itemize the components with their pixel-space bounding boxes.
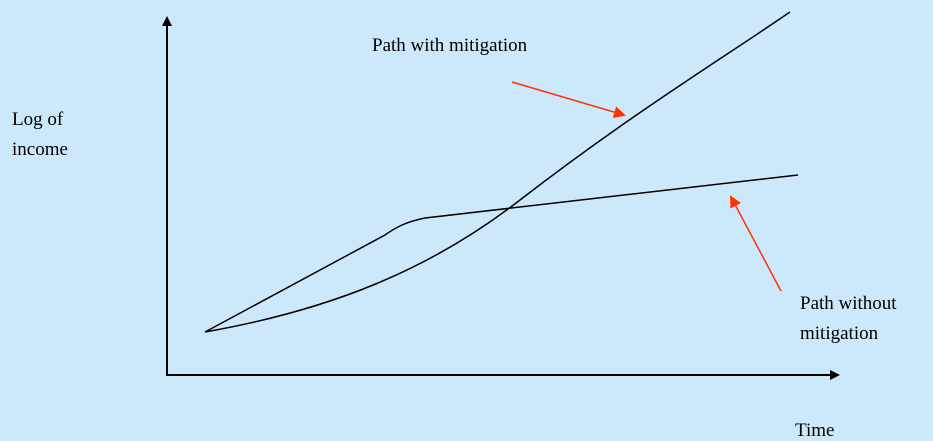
path-without-mitigation [204,174,799,333]
annotation: Path with mitigation [372,35,528,56]
path-with-mitigation [204,11,791,333]
y-axis-label: income [12,139,68,160]
y-axis-label: Log of [12,109,64,130]
annotation: Path without [800,293,897,314]
pointer-arrow [511,81,626,118]
annotation: mitigation [800,323,879,344]
pointer-arrow [730,195,782,292]
x-axis-label: Time [795,420,834,441]
